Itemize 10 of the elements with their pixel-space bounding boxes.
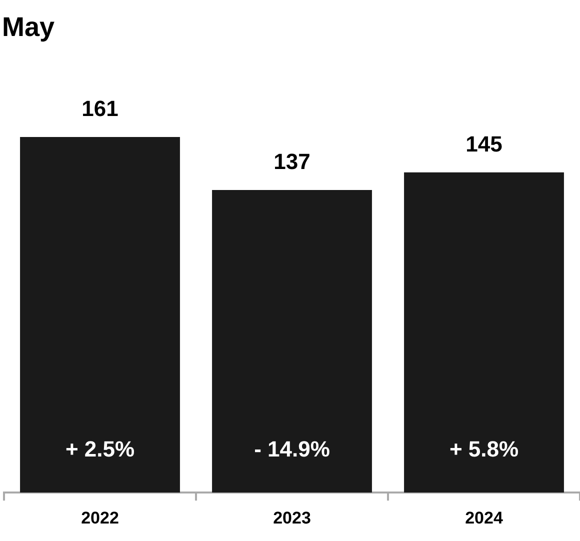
data-label: 145: [466, 131, 502, 156]
chart-title: May: [2, 12, 55, 43]
annotation: + 5.8%: [449, 436, 519, 462]
x-tick-label: 2024: [465, 508, 504, 528]
data-label: 137: [274, 149, 310, 174]
annotation: + 2.5%: [65, 436, 135, 462]
annotation: - 14.9%: [254, 436, 330, 462]
x-tick-label: 2023: [273, 508, 311, 528]
data-label: 161: [82, 96, 118, 122]
x-tick-label: 2022: [81, 508, 119, 528]
